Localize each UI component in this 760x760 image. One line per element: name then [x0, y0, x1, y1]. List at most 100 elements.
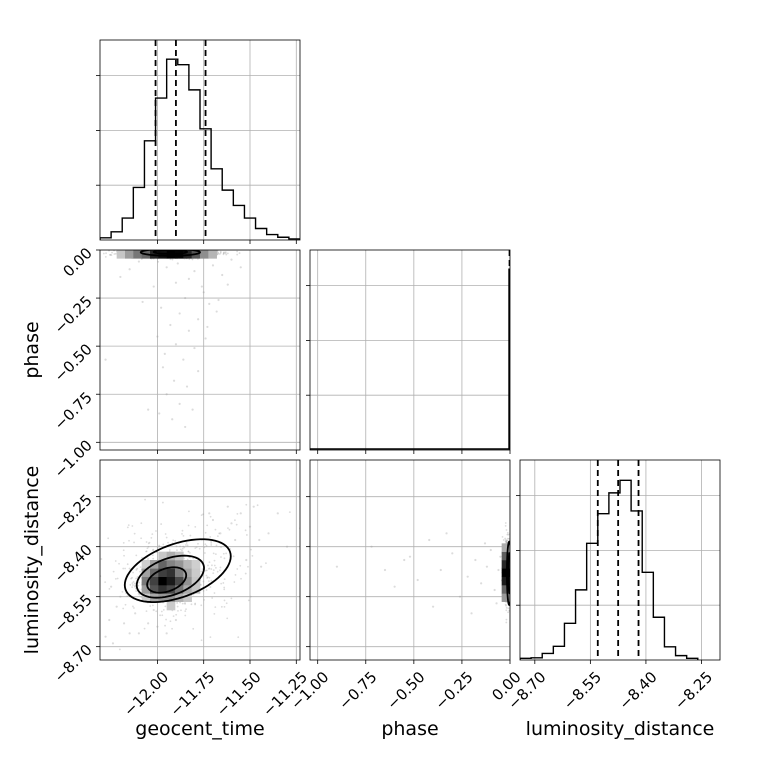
density-cell: [141, 576, 151, 586]
sample-point: [236, 250, 239, 253]
y-tick-label-phase: −0.25: [51, 292, 96, 337]
sample-point: [141, 247, 143, 249]
sample-point: [172, 615, 175, 618]
sample-point: [141, 300, 144, 304]
sample-point: [511, 569, 513, 571]
sample-point: [223, 599, 226, 602]
sample-point: [211, 264, 215, 267]
density-cell: [150, 568, 159, 577]
density-cell: [125, 250, 134, 259]
sample-point: [511, 531, 513, 533]
x-tick-label-geocent_time: −11.75: [166, 668, 218, 720]
sample-point: [150, 536, 153, 539]
sample-point: [451, 552, 454, 555]
sample-point: [493, 588, 496, 592]
sample-point: [512, 582, 514, 584]
sample-point: [172, 539, 175, 542]
sample-point: [185, 385, 189, 388]
sample-point: [155, 247, 157, 249]
sample-point: [245, 534, 248, 536]
sample-point: [220, 605, 223, 608]
sample-point: [508, 609, 510, 612]
sample-point: [239, 564, 242, 567]
sample-point: [511, 552, 513, 554]
sample-point: [512, 567, 514, 569]
sample-point: [512, 560, 514, 562]
sample-point: [169, 620, 172, 623]
sample-point: [483, 542, 487, 545]
sample-point: [174, 247, 176, 249]
sample-point: [163, 352, 166, 355]
sample-point: [177, 609, 179, 612]
sample-point: [149, 605, 152, 607]
sample-point: [116, 577, 119, 580]
sample-point: [512, 566, 514, 568]
sample-point: [188, 556, 191, 559]
sample-point: [191, 248, 193, 250]
sample-point: [512, 561, 514, 563]
sample-point: [160, 610, 163, 613]
sample-point: [192, 557, 195, 560]
sample-point: [138, 248, 140, 250]
sample-point: [186, 544, 189, 547]
sample-point: [513, 566, 515, 568]
sample-point: [140, 248, 142, 250]
sample-point: [244, 572, 247, 575]
sample-point: [511, 575, 513, 577]
sample-point: [169, 323, 172, 327]
sample-point: [202, 291, 205, 294]
sample-point: [513, 598, 515, 600]
sample-point: [510, 594, 512, 596]
sample-point: [511, 575, 513, 577]
density-cell: [191, 585, 201, 594]
sample-point: [135, 568, 138, 571]
density-cell: [183, 560, 192, 569]
sample-point: [511, 579, 513, 581]
sample-point: [110, 254, 113, 257]
sample-point: [512, 568, 514, 570]
y-tick-label-luminosity_distance: −8.25: [51, 491, 96, 536]
sample-point: [197, 542, 199, 545]
sample-point: [122, 549, 125, 552]
sample-point: [145, 541, 148, 543]
density-cell: [166, 576, 176, 586]
sample-point: [176, 549, 178, 551]
sample-point: [511, 606, 513, 608]
sample-point: [187, 550, 190, 553]
sample-point: [250, 548, 252, 551]
sample-point: [227, 527, 229, 530]
sample-point: [190, 603, 193, 606]
sample-point: [393, 585, 396, 588]
sample-point: [236, 512, 239, 515]
sample-point: [245, 503, 248, 506]
sample-point: [156, 625, 159, 628]
panel-frame: [519, 459, 721, 661]
sample-point: [171, 248, 173, 250]
sample-point: [104, 581, 107, 584]
sample-point: [128, 539, 130, 542]
sample-point: [370, 545, 373, 548]
sample-point: [182, 545, 185, 548]
sample-point: [216, 253, 219, 256]
sample-point: [131, 525, 134, 527]
sample-point: [145, 247, 147, 249]
sample-point: [219, 251, 222, 254]
sample-point: [108, 587, 111, 590]
sample-point: [512, 543, 514, 545]
sample-point: [184, 296, 187, 300]
sample-point: [222, 253, 225, 256]
sample-point: [208, 576, 211, 579]
sample-point: [185, 608, 187, 611]
sample-point: [195, 546, 198, 549]
sample-point: [510, 572, 512, 574]
sample-point: [128, 268, 131, 271]
sample-point: [184, 602, 186, 605]
density-cell: [141, 560, 151, 569]
sample-point: [505, 604, 508, 607]
sample-point: [204, 531, 207, 534]
sample-point: [511, 609, 513, 611]
sample-point: [187, 247, 189, 249]
sample-point: [132, 584, 134, 586]
density-cell: [175, 560, 184, 569]
density-cell: [166, 585, 176, 594]
